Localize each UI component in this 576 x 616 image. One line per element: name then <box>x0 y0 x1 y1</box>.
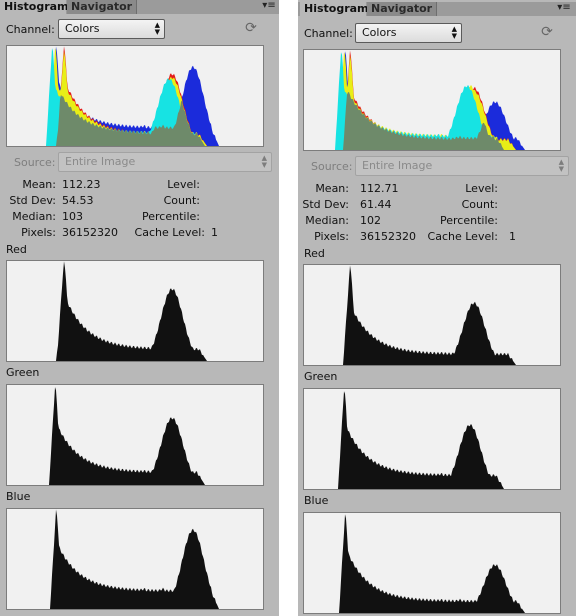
median-value: 102 <box>360 214 381 227</box>
cache-level-label: Cache Level: <box>134 226 205 239</box>
source-label: Source: <box>311 160 353 173</box>
blue-channel-label: Blue <box>304 494 329 507</box>
green-histogram <box>303 388 561 490</box>
histogram-graph <box>304 391 560 489</box>
percentile-label: Percentile: <box>142 210 200 223</box>
level-label: Level: <box>167 178 200 191</box>
panel-tab-bar: Histogram Navigator ▾≡ <box>298 2 576 16</box>
source-select[interactable]: Entire Image ▲ ▼ <box>58 152 272 172</box>
channel-label: Channel: <box>6 23 55 36</box>
median-label: Median: <box>305 214 349 227</box>
pixels-label: Pixels: <box>21 226 56 239</box>
panel-tab-bar: Histogram Navigator ▾≡ <box>0 0 279 14</box>
blue-histogram <box>303 512 561 614</box>
tab-navigator[interactable]: Navigator <box>367 2 437 16</box>
tab-histogram[interactable]: Histogram <box>300 2 369 16</box>
histogram-fill <box>7 261 263 361</box>
histogram-graph <box>7 387 263 485</box>
green-channel-label: Green <box>304 370 338 383</box>
count-label: Count: <box>163 194 200 207</box>
cache-level-label: Cache Level: <box>427 230 498 243</box>
refresh-icon[interactable]: ⟳ <box>541 24 553 40</box>
dropdown-arrows-icon: ▲ ▼ <box>261 154 267 169</box>
histogram-graph <box>304 50 560 150</box>
red-channel-label: Red <box>6 243 27 256</box>
red-channel-label: Red <box>304 247 325 260</box>
dropdown-arrows-icon: ▲ ▼ <box>558 158 564 173</box>
panel-menu-icon[interactable]: ▾≡ <box>557 2 571 13</box>
blue-channel-label: Blue <box>6 490 31 503</box>
histogram-panel-left: Histogram Navigator ▾≡ Channel: Colors ▲… <box>0 0 279 616</box>
histogram-graph <box>304 265 560 365</box>
source-select[interactable]: Entire Image ▲ ▼ <box>355 156 569 176</box>
tab-navigator[interactable]: Navigator <box>67 0 137 14</box>
histogram-graph <box>7 46 263 146</box>
blue-histogram <box>6 508 264 610</box>
std-dev-label: Std Dev: <box>9 194 56 207</box>
count-label: Count: <box>461 198 498 211</box>
pixels-value: 36152320 <box>62 226 118 239</box>
composite-histogram <box>6 45 264 147</box>
dropdown-arrows-icon: ▲ ▼ <box>154 21 160 36</box>
channel-select-value: Colors <box>65 22 100 35</box>
std-dev-value: 54.53 <box>62 194 94 207</box>
channel-select[interactable]: Colors ▲ ▼ <box>355 23 462 43</box>
channel-label: Channel: <box>304 27 353 40</box>
source-label: Source: <box>14 156 56 169</box>
source-select-value: Entire Image <box>65 155 136 168</box>
histogram-panel-right: Histogram Navigator ▾≡ Channel: Colors ▲… <box>298 0 576 616</box>
red-histogram <box>6 260 264 362</box>
channel-select[interactable]: Colors ▲ ▼ <box>58 19 165 39</box>
percentile-label: Percentile: <box>440 214 498 227</box>
tab-histogram[interactable]: Histogram <box>0 0 69 14</box>
panel-menu-icon[interactable]: ▾≡ <box>262 0 276 11</box>
pixels-value: 36152320 <box>360 230 416 243</box>
histogram-fill <box>304 514 560 613</box>
mean-label: Mean: <box>22 178 56 191</box>
blue-channel-area <box>7 46 263 146</box>
composite-histogram <box>303 49 561 151</box>
mean-label: Mean: <box>315 182 349 195</box>
dropdown-arrows-icon: ▲ ▼ <box>451 25 457 40</box>
mean-value: 112.23 <box>62 178 101 191</box>
histogram-fill <box>304 391 560 489</box>
source-select-value: Entire Image <box>362 159 433 172</box>
histogram-graph <box>7 509 263 609</box>
histogram-fill <box>7 387 263 485</box>
refresh-icon[interactable]: ⟳ <box>245 20 257 36</box>
std-dev-value: 61.44 <box>360 198 392 211</box>
gray-overlap-area <box>7 94 263 146</box>
histogram-fill <box>304 265 560 365</box>
median-label: Median: <box>12 210 56 223</box>
cache-level-value: 1 <box>211 226 218 239</box>
histogram-graph <box>304 514 560 613</box>
mean-value: 112.71 <box>360 182 399 195</box>
std-dev-label: Std Dev: <box>302 198 349 211</box>
green-channel-label: Green <box>6 366 40 379</box>
level-label: Level: <box>465 182 498 195</box>
channel-select-value: Colors <box>362 26 397 39</box>
red-histogram <box>303 264 561 366</box>
histogram-fill <box>7 509 263 609</box>
gray-overlap-area <box>304 92 560 150</box>
histogram-graph <box>7 261 263 361</box>
pixels-label: Pixels: <box>314 230 349 243</box>
median-value: 103 <box>62 210 83 223</box>
green-histogram <box>6 384 264 486</box>
cache-level-value: 1 <box>509 230 516 243</box>
